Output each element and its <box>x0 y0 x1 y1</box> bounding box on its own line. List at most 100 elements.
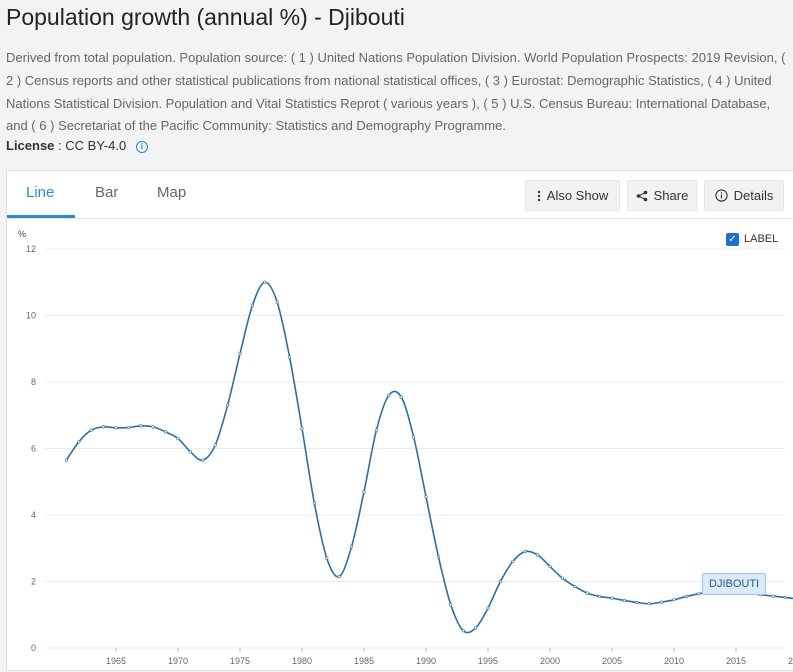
info-circle-icon <box>714 189 728 202</box>
chart-panel: Line Bar Map Also Show Share Details 0 2 4… <box>6 170 793 671</box>
data-point <box>238 352 242 356</box>
data-point <box>412 435 416 439</box>
data-point <box>474 626 478 630</box>
data-point <box>486 606 490 610</box>
data-point <box>436 554 441 559</box>
x-tick-label: 2015 <box>726 656 746 666</box>
data-point <box>672 598 676 602</box>
data-point <box>250 303 254 308</box>
data-point <box>64 458 69 462</box>
data-point <box>176 436 180 441</box>
data-point <box>560 576 565 580</box>
data-point <box>312 501 317 505</box>
data-point <box>449 603 453 607</box>
data-point <box>213 443 217 447</box>
data-point <box>139 424 143 428</box>
data-point <box>101 425 106 429</box>
data-point <box>300 426 304 431</box>
source-description: Derived from total population. Populatio… <box>6 50 786 134</box>
x-tick-label: 2000 <box>540 656 560 666</box>
x-tick-label: 1990 <box>416 656 436 666</box>
y-tick-label: 8 <box>31 377 36 387</box>
data-point <box>337 574 341 579</box>
license-label: License <box>6 138 55 153</box>
x-tick-label: 1975 <box>230 656 250 666</box>
details-button[interactable]: Details <box>704 180 784 211</box>
x-tick-label: 1985 <box>354 656 374 666</box>
active-tab-indicator <box>7 215 75 218</box>
tab-bar[interactable]: Bar <box>95 184 119 201</box>
data-point <box>226 403 230 407</box>
data-point <box>350 544 354 549</box>
data-point <box>387 393 391 397</box>
share-icon <box>636 190 648 202</box>
y-tick-label: 10 <box>26 311 36 321</box>
data-point <box>325 556 329 560</box>
also-show-button[interactable]: Also Show <box>525 180 620 211</box>
license-line: License : CC BY-4.0 i <box>6 138 148 153</box>
data-point <box>597 594 602 599</box>
y-tick-label: 6 <box>31 444 36 454</box>
x-tick-label: 2005 <box>602 656 622 666</box>
y-tick-label: 4 <box>31 510 36 520</box>
data-point <box>684 594 689 599</box>
chart-tab-bar: Line Bar Map Also Show Share Details <box>7 171 793 219</box>
x-tick-label: 1965 <box>106 656 126 666</box>
info-icon[interactable]: i <box>135 141 148 153</box>
share-button[interactable]: Share <box>627 180 697 211</box>
data-point <box>610 596 614 600</box>
data-point <box>275 300 279 304</box>
data-point <box>188 450 192 454</box>
data-point <box>635 600 639 605</box>
data-point <box>771 594 775 598</box>
data-point <box>114 426 118 430</box>
y-axis-unit-label: % <box>18 229 26 239</box>
data-point <box>523 549 527 554</box>
data-point <box>659 600 664 604</box>
tab-map[interactable]: Map <box>157 184 187 201</box>
series-label-djibouti: DJIBOUTI <box>702 573 767 595</box>
data-point <box>288 355 292 359</box>
license-value: : CC BY-4.0 <box>58 138 127 153</box>
more-vertical-icon <box>537 190 541 202</box>
x-tick-label: 1980 <box>292 656 312 666</box>
data-point <box>585 591 589 595</box>
data-point <box>697 592 701 596</box>
data-point <box>126 425 130 430</box>
details-label: Details <box>733 188 774 203</box>
x-tick-label: 2020 <box>788 656 793 666</box>
data-point <box>548 564 552 569</box>
data-point <box>374 428 379 432</box>
data-point <box>77 440 81 444</box>
page-title: Population growth (annual %) - Djibouti <box>6 4 405 30</box>
series-line-djibouti <box>65 281 793 634</box>
data-point <box>647 602 651 606</box>
data-point <box>535 553 540 557</box>
tab-line[interactable]: Line <box>26 184 55 201</box>
data-point <box>362 490 366 494</box>
data-point <box>263 280 267 284</box>
data-point <box>783 595 788 600</box>
also-show-label: Also Show <box>546 188 609 203</box>
data-point <box>622 598 627 603</box>
data-point <box>498 579 503 584</box>
data-point <box>89 428 93 432</box>
label-toggle-text: LABEL <box>744 233 779 245</box>
data-point <box>151 425 155 429</box>
y-tick-label: 12 <box>26 244 36 254</box>
data-point <box>164 430 168 434</box>
label-checkbox[interactable]: ✓ <box>726 233 739 246</box>
data-point <box>511 559 515 564</box>
data-point <box>424 495 428 499</box>
y-tick-label: 0 <box>31 643 36 653</box>
data-point <box>573 584 577 589</box>
share-label: Share <box>653 188 689 203</box>
data-point <box>399 395 403 399</box>
data-point <box>201 458 205 462</box>
y-tick-label: 2 <box>31 577 36 587</box>
line-chart: 0 2 4 6 8 10 12% 1965 1970 1975 1980 1985 1990 1995 20… <box>18 229 793 666</box>
x-tick-label: 1995 <box>478 656 498 666</box>
data-point <box>461 629 465 633</box>
x-tick-label: 1970 <box>168 656 188 666</box>
x-tick-label: 2010 <box>664 656 684 666</box>
